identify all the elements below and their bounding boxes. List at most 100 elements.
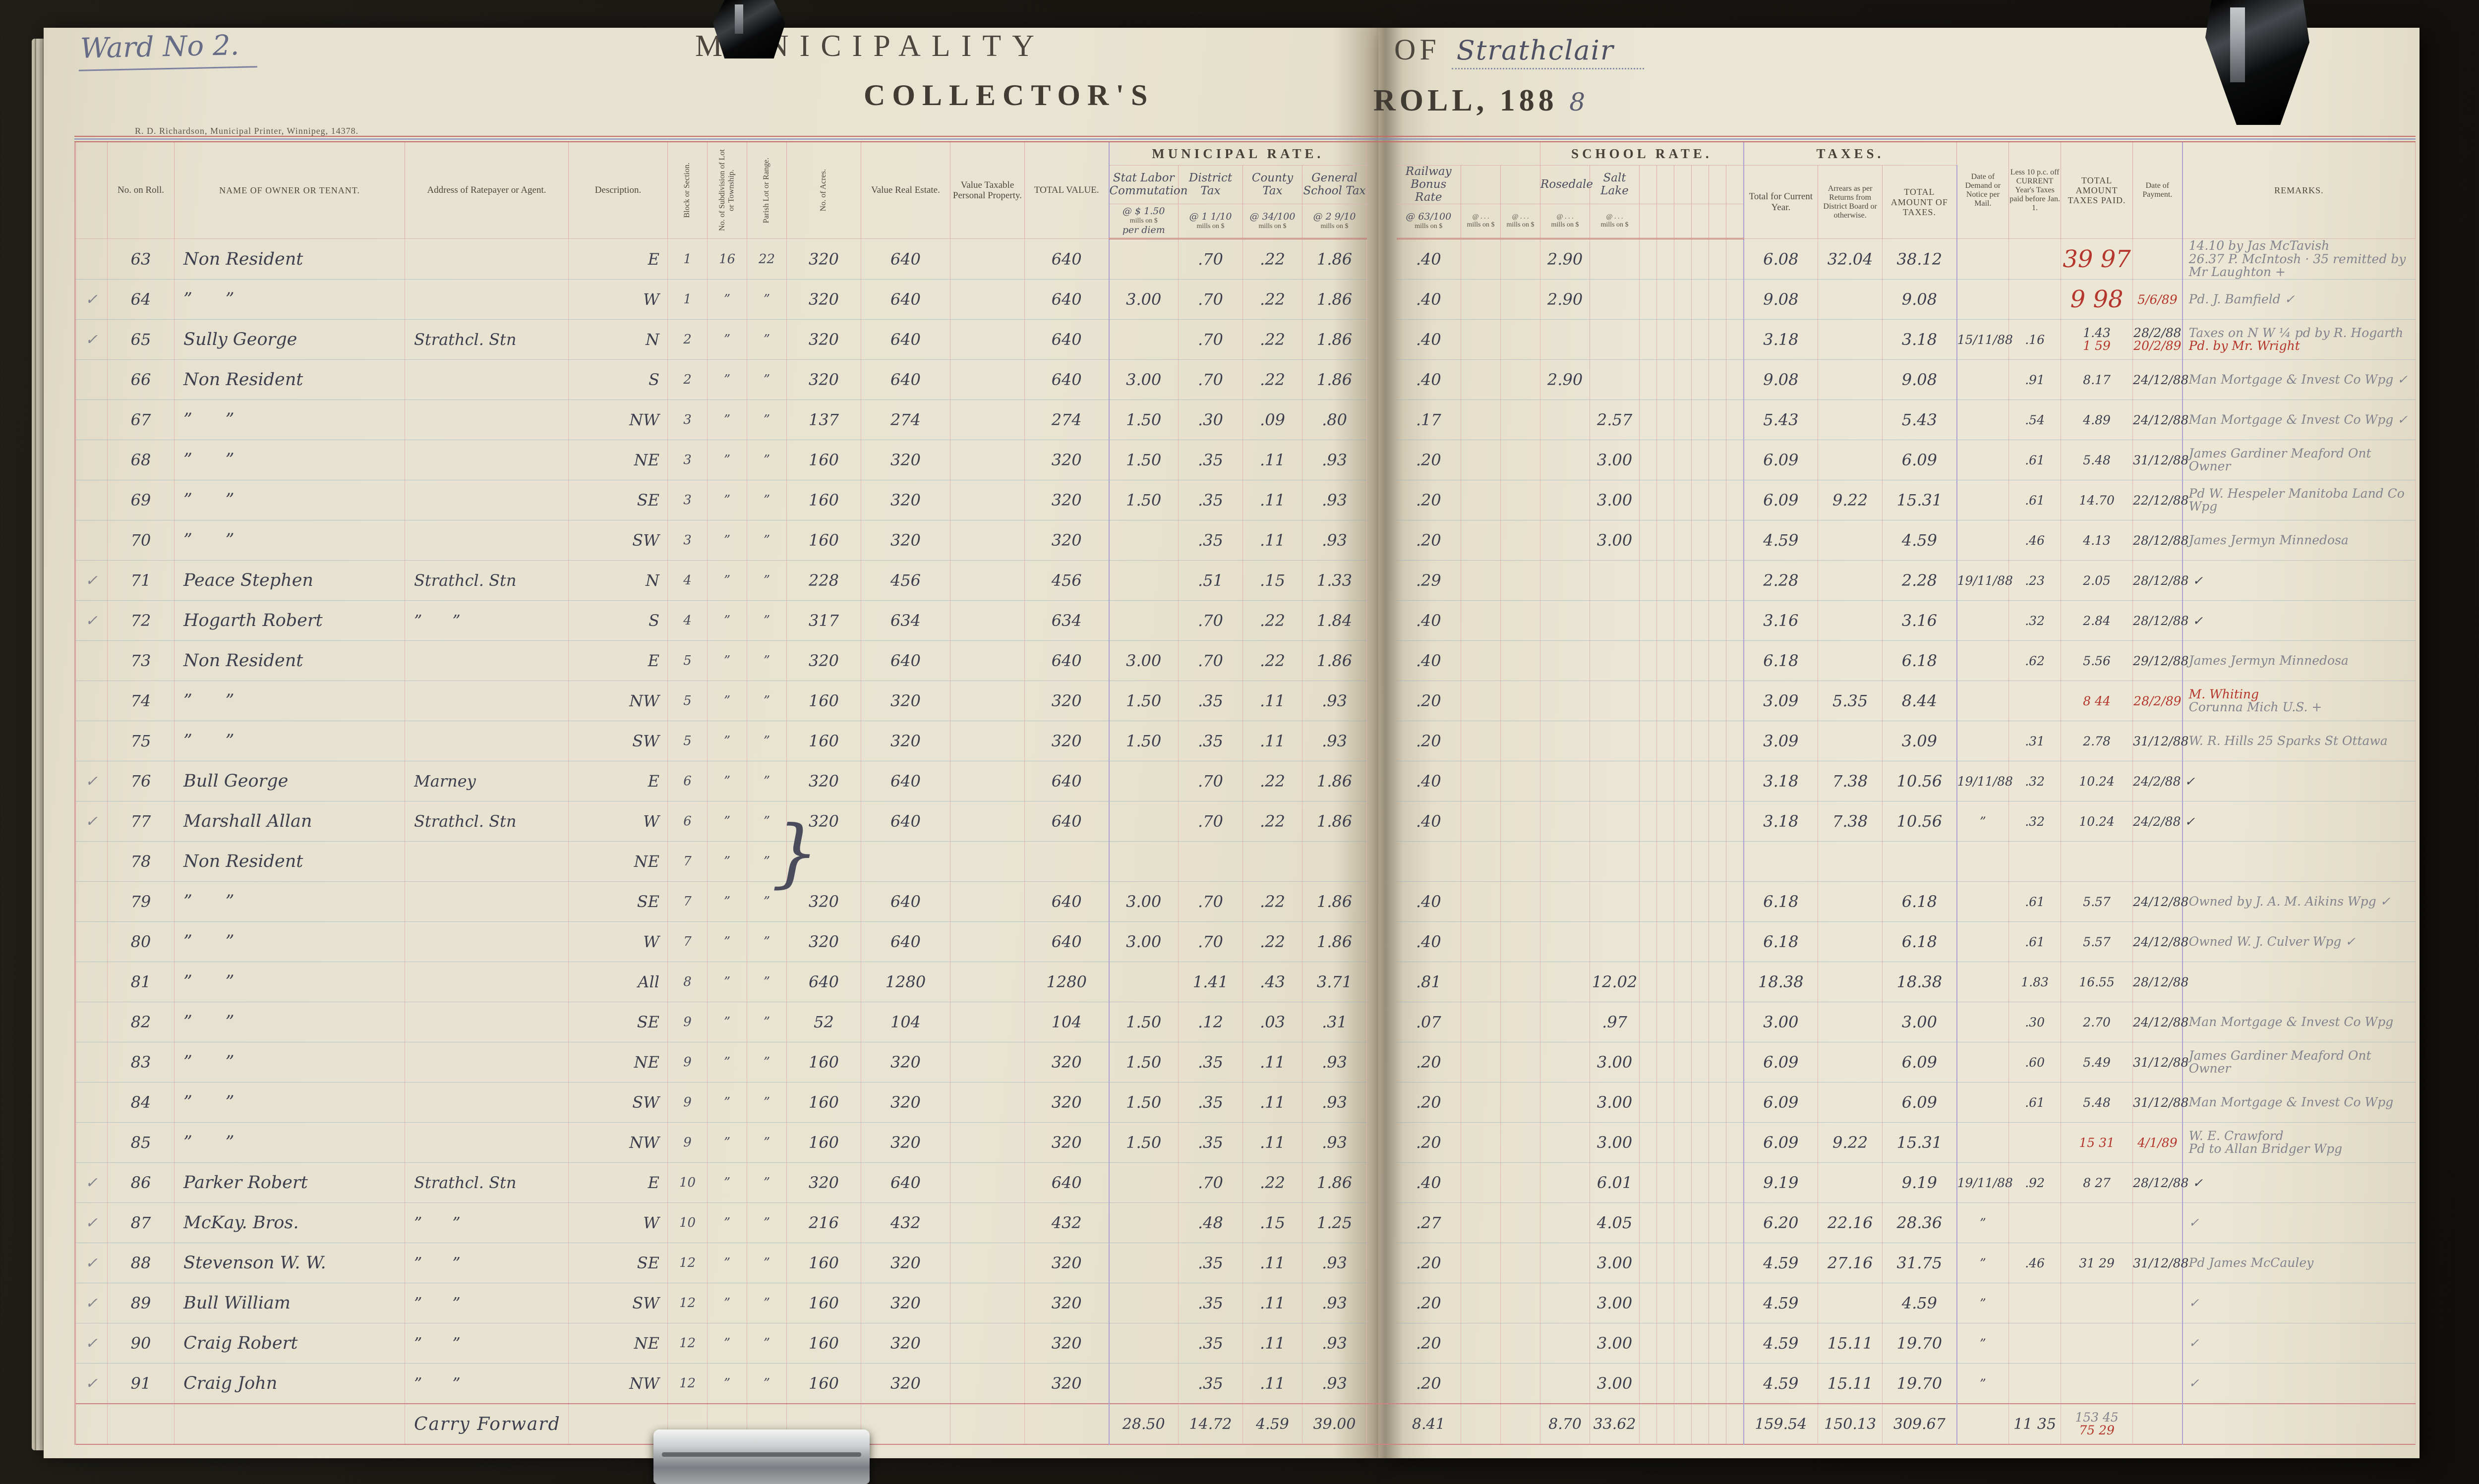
cell-acres: 137 — [786, 400, 861, 441]
cell-rate-blank-2 — [1500, 1162, 1541, 1203]
cell-total-current-year: 3.18 — [1743, 319, 1819, 360]
cell-school-blank-1 — [1639, 801, 1657, 842]
cell-tick — [75, 640, 108, 682]
cell-value-real — [861, 841, 950, 882]
cell-school-blank-5 — [1709, 1042, 1727, 1083]
cell-arrears: 15.11 — [1818, 1323, 1883, 1364]
cell-value-real: 320 — [861, 440, 950, 481]
cell-remarks: Pd W. Hespeler Manitoba Land Co Wpg — [2182, 480, 2416, 521]
cell-county-tax: .11 — [1242, 520, 1302, 561]
cell-school-blank-3 — [1674, 1403, 1692, 1445]
cell-school-blank-6 — [1726, 400, 1744, 441]
cell-township: ” — [707, 440, 747, 481]
cell-value-real: 320 — [861, 721, 950, 762]
rate-school-blank-6 — [1726, 204, 1744, 240]
cell-total-value: 320 — [1024, 681, 1110, 722]
cell-description: E — [568, 238, 668, 280]
cell-school-blank-6 — [1726, 1202, 1744, 1244]
table-row: ✓ 88 Stevenson W. W. ” ” SE 12 ” ” 160 3… — [75, 1243, 2416, 1284]
cell-total-value: 320 — [1024, 1042, 1110, 1083]
cell-district-tax: .70 — [1178, 238, 1243, 280]
cell-less-10pc: .60 — [2008, 1042, 2062, 1083]
cell-range: ” — [747, 319, 787, 360]
cell-school-blank-6 — [1726, 801, 1744, 842]
ward-annotation: Ward No 2. — [78, 29, 258, 71]
cell-section: 10 — [667, 1162, 708, 1203]
header-date-payment: Date of Payment. — [2132, 142, 2183, 239]
cell-school-blank-3 — [1674, 560, 1692, 601]
cell-roll-number: 71 — [107, 560, 175, 601]
cell-acres: 160 — [786, 1042, 861, 1083]
cell-total-taxes: 9.08 — [1882, 279, 1957, 320]
cell-section: 9 — [667, 1082, 708, 1123]
cell-less-10pc: .46 — [2008, 520, 2062, 561]
cell-arrears — [1818, 640, 1883, 682]
cell-rosedale: 2.90 — [1540, 279, 1591, 320]
cell-school-blank-2 — [1656, 1243, 1675, 1284]
table-row: 73 Non Resident E 5 ” ” 320 640 640 3.00… — [75, 640, 2416, 682]
cell-school-tax: 1.33 — [1302, 560, 1367, 601]
cell-date-payment: 31/12/88 — [2132, 1082, 2188, 1123]
cell-stat-labor: 3.00 — [1109, 921, 1179, 963]
cell-total-taxes: 15.31 — [1882, 480, 1957, 521]
cell-description: NE — [568, 1323, 668, 1364]
cell-roll-number: 91 — [107, 1363, 175, 1404]
cell-salt-lake — [1590, 881, 1640, 922]
cell-school-tax: .93 — [1302, 1323, 1367, 1364]
cell-rosedale — [1540, 1002, 1591, 1043]
cell-acres: 160 — [786, 480, 861, 521]
cell-rate-blank-1 — [1461, 1202, 1501, 1244]
header-block-section: Block or Section. — [667, 142, 708, 239]
cell-school-tax: 1.86 — [1302, 238, 1367, 280]
cell-county-tax: .09 — [1242, 400, 1302, 441]
cell-township: ” — [707, 761, 747, 802]
cell-owner-name: Sully George — [174, 319, 405, 360]
cell-acres: 160 — [786, 1323, 861, 1364]
cell-range: ” — [747, 801, 787, 842]
cell-roll-number: 64 — [107, 279, 175, 320]
cell-less-10pc: .61 — [2008, 881, 2062, 922]
cell-rate-blank-2 — [1500, 279, 1541, 320]
cell-less-10pc: 1.83 — [2008, 962, 2062, 1003]
cell-total-paid: 8 27 — [2061, 1162, 2133, 1203]
cell-school-blank-4 — [1691, 359, 1710, 400]
cell-stat-labor — [1109, 841, 1179, 882]
cell-rate-blank-1 — [1461, 1363, 1501, 1404]
cell-arrears — [1818, 319, 1883, 360]
cell-salt-lake: 3.00 — [1590, 1042, 1640, 1083]
cell-range: ” — [747, 1323, 787, 1364]
cell-school-blank-3 — [1674, 359, 1692, 400]
cell-salt-lake — [1590, 681, 1640, 722]
cell-total-paid: 16.55 — [2061, 962, 2133, 1003]
group-header-taxes: TAXES. — [1743, 142, 1957, 166]
cell-district-tax: .70 — [1178, 801, 1243, 842]
cell-school-blank-4 — [1691, 400, 1710, 441]
cell-district-tax: .30 — [1178, 400, 1243, 441]
cell-range: ” — [747, 681, 787, 722]
gutter-column — [1367, 142, 1397, 239]
cell-address — [405, 359, 569, 400]
cell-total-value — [1024, 1403, 1110, 1445]
cell-school-blank-5 — [1709, 400, 1727, 441]
cell-gutter — [1367, 641, 1397, 681]
cell-gutter — [1367, 842, 1397, 882]
cell-stat-labor: 1.50 — [1109, 400, 1179, 441]
cell-remarks: 14.10 by Jas McTavish 26.37 P. McIntosh ·… — [2182, 238, 2416, 280]
header-school-blank-5 — [1709, 165, 1727, 205]
cell-county-tax: .11 — [1242, 1082, 1302, 1123]
cell-rate-blank-2 — [1500, 1042, 1541, 1083]
cell-rate-blank-1 — [1461, 279, 1501, 320]
cell-acres: 160 — [786, 1082, 861, 1123]
header-less-10pc: Less 10 p.c. off CURRENT Year's Taxes pa… — [2008, 142, 2062, 239]
cell-owner-name: ” ” — [174, 1042, 405, 1083]
cell-total-taxes: 4.59 — [1882, 520, 1957, 561]
cell-tick: ✓ — [75, 279, 108, 320]
table-row: ✓ 91 Craig John ” ” NW 12 ” ” 160 320 32… — [75, 1363, 2416, 1404]
cell-owner-name: ” ” — [174, 881, 405, 922]
cell-school-tax: 1.84 — [1302, 600, 1367, 641]
cell-rate-blank-1 — [1461, 1162, 1501, 1203]
cell-rate-blank-1 — [1461, 1243, 1501, 1284]
cell-tick — [75, 721, 108, 762]
cell-acres: 320 — [786, 238, 861, 280]
cell-salt-lake: 6.01 — [1590, 1162, 1640, 1203]
